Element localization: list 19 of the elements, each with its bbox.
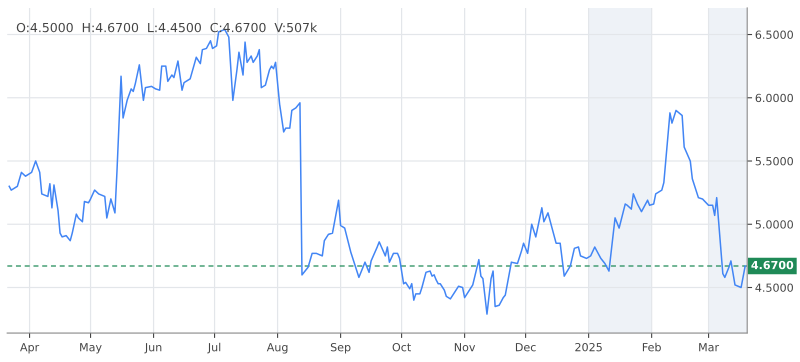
x-tick-label: May (80, 343, 102, 354)
x-tick-label: Aug (266, 343, 288, 354)
y-tick-label: 5.0000 (756, 220, 793, 229)
x-tick-label: Apr (20, 343, 40, 354)
x-tick-label: Mar (699, 343, 720, 352)
y-tick-label: 6.5000 (756, 30, 793, 39)
x-tick-label: Oct (392, 342, 411, 352)
x-tick-label: Feb (642, 342, 661, 352)
x-tick-label: Dec (516, 343, 536, 352)
y-tick-label: 5.5000 (756, 156, 793, 166)
y-tick-label: 6.0000 (756, 94, 793, 102)
x-tick-label: Jun (144, 343, 162, 354)
x-tick-label: 2025 (575, 342, 602, 352)
annotation: O:4.5000 H:4.6700 L:4.4500 C:4.6700 V:507k (16, 22, 318, 32)
x-tick-label: Sep (330, 342, 350, 354)
ref-line-label: 4.6700 (751, 260, 794, 270)
x-tick-label: Jul (207, 342, 220, 354)
y-tick-label: 4.5000 (755, 283, 793, 292)
x-tick-label: Nov (454, 343, 476, 352)
